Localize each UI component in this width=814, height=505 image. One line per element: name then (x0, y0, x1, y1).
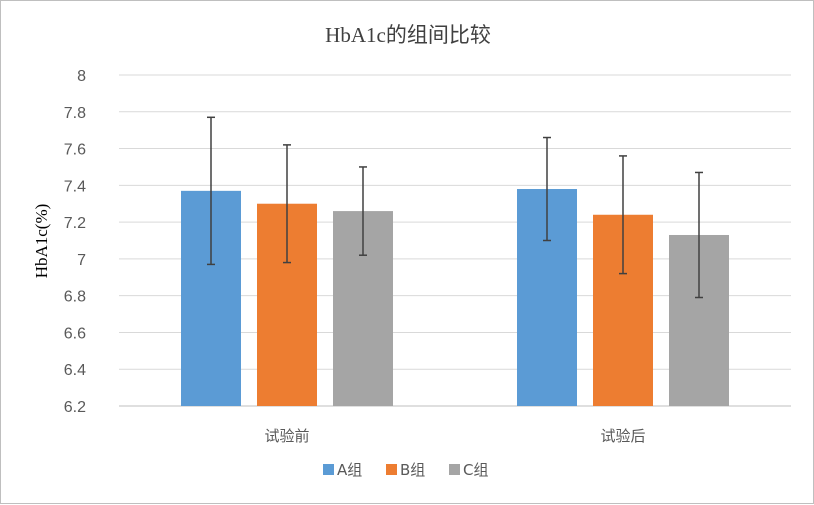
y-tick-label: 6.4 (64, 362, 86, 379)
category-labels: 试验前 试验后 (264, 427, 645, 445)
error-bar (543, 136, 551, 242)
y-tick-label: 7.2 (64, 215, 86, 232)
y-tick-labels: 6.2 6.4 6.6 6.8 7 7.2 7.4 7.6 7.8 8 (64, 68, 86, 416)
legend: A组 B组 C组 (323, 461, 488, 479)
legend-label: A组 (337, 461, 362, 479)
y-tick-label: 7.4 (64, 178, 86, 195)
legend-label: C组 (463, 461, 488, 479)
legend-swatch (323, 464, 334, 475)
category-label: 试验前 (264, 427, 309, 445)
y-tick-label: 6.2 (64, 399, 86, 416)
y-tick-label: 7.6 (64, 142, 86, 159)
error-bar (207, 116, 215, 266)
y-tick-label: 8 (77, 68, 86, 85)
y-tick-label: 7 (77, 252, 86, 269)
y-axis-label: HbA1c(%) (32, 204, 51, 279)
category-label: 试验后 (600, 427, 645, 445)
y-tick-label: 6.6 (64, 325, 86, 342)
error-bar (283, 144, 291, 264)
error-bar (695, 171, 703, 299)
error-bar (619, 155, 627, 275)
legend-swatch (449, 464, 460, 475)
error-bars (207, 116, 703, 299)
chart-title: HbA1c的组间比较 (325, 23, 491, 47)
legend-label: B组 (400, 461, 425, 479)
legend-swatch (386, 464, 397, 475)
error-bar (359, 166, 367, 256)
bars (181, 189, 729, 406)
y-tick-label: 6.8 (64, 289, 86, 306)
y-tick-label: 7.8 (64, 105, 86, 122)
